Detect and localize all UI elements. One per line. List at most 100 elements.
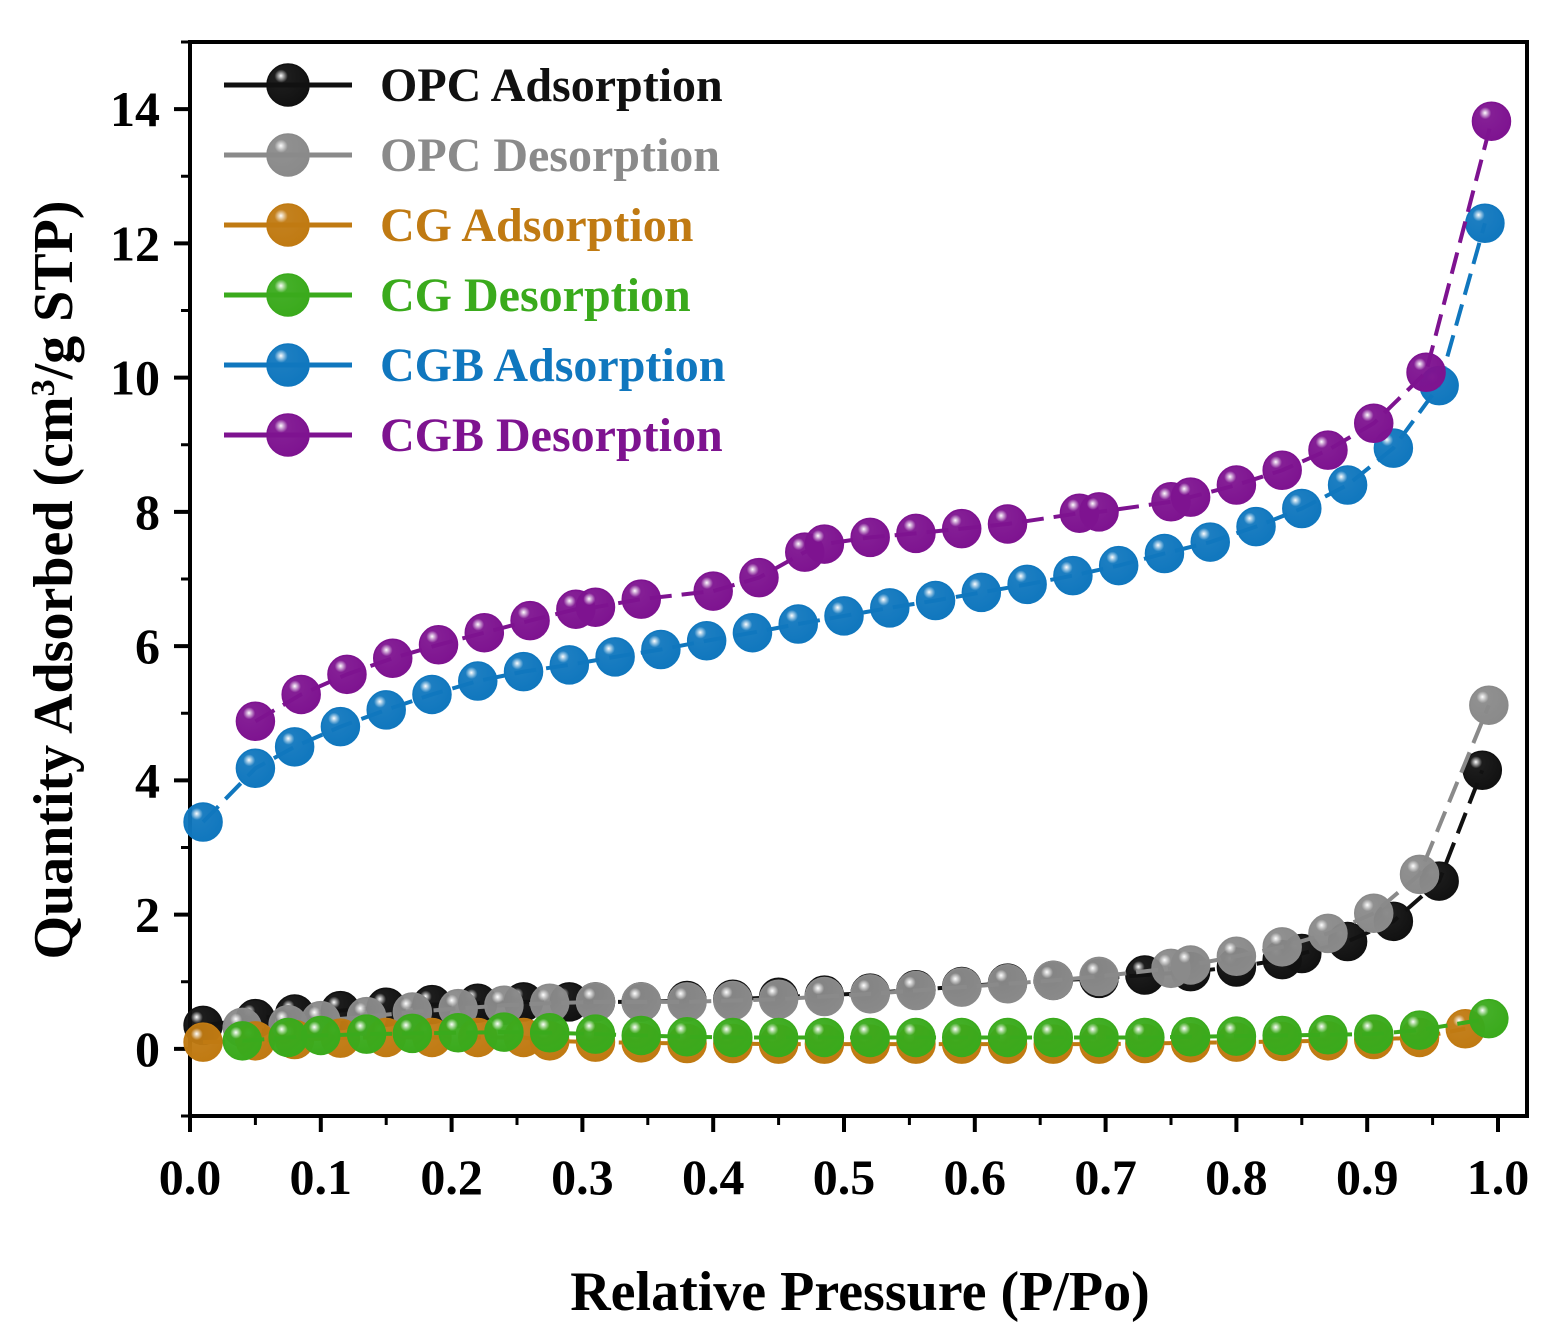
data-point: [366, 690, 406, 730]
data-point: [713, 1017, 753, 1058]
y-tick-label: 0: [135, 1021, 160, 1077]
legend-marker: [266, 273, 310, 317]
data-point: [850, 1017, 890, 1058]
data-point: [372, 638, 413, 678]
data-point: [392, 1013, 433, 1054]
data-point: [595, 637, 635, 677]
data-point: [961, 572, 1002, 613]
y-axis-title-superscript: 3: [25, 379, 62, 396]
data-point: [667, 982, 707, 1022]
data-point: [281, 674, 321, 715]
data-point: [183, 1022, 223, 1062]
data-point: [713, 980, 753, 1021]
legend-label: CG Adsorption: [380, 199, 693, 252]
data-point: [987, 1017, 1028, 1058]
data-point: [1216, 936, 1257, 976]
data-point: [1144, 533, 1185, 574]
data-point: [1216, 465, 1257, 505]
data-point: [693, 571, 733, 611]
data-point: [327, 654, 367, 695]
data-point: [1079, 1017, 1119, 1058]
x-tick-label: 0.2: [420, 1149, 483, 1205]
data-point: [1098, 545, 1139, 586]
data-point: [1262, 927, 1302, 967]
legend-label: CG Desorption: [380, 269, 691, 322]
y-tick-label: 2: [135, 887, 160, 943]
x-tick-label: 0.8: [1205, 1149, 1268, 1205]
data-point: [1079, 492, 1119, 532]
data-point: [1406, 352, 1446, 393]
data-point: [686, 621, 727, 661]
y-tick-label: 12: [110, 215, 160, 271]
data-point: [1170, 1017, 1211, 1057]
data-point: [274, 727, 315, 767]
legend-item-cgb-desorption: CGB Desorption: [224, 409, 723, 462]
y-axis-title-tail: /g STP): [23, 200, 85, 380]
x-tick-label: 1.0: [1467, 1149, 1530, 1205]
data-point: [438, 1013, 478, 1053]
legend-label: OPC Desorption: [380, 129, 720, 182]
legend-item-cg-adsorption: CG Adsorption: [224, 199, 693, 252]
data-point: [529, 1013, 570, 1053]
data-point: [1079, 956, 1119, 997]
data-point: [621, 1015, 662, 1056]
data-point: [346, 1014, 387, 1054]
data-point: [621, 982, 662, 1022]
data-point: [641, 629, 681, 670]
data-point: [941, 508, 982, 549]
data-point: [1053, 555, 1093, 596]
data-point: [235, 748, 276, 789]
data-point: [418, 625, 459, 665]
x-tick-label: 0.5: [813, 1149, 876, 1205]
y-tick-label: 6: [135, 618, 160, 674]
data-point: [1007, 564, 1047, 605]
data-point: [896, 1017, 936, 1058]
legend: OPC Adsorption OPC Desorption CG Adsorptio…: [224, 59, 725, 462]
data-point: [222, 1021, 263, 1061]
legend-marker: [266, 413, 310, 457]
legend-item-cgb-adsorption: CGB Adsorption: [224, 339, 725, 392]
data-point: [1399, 854, 1440, 895]
y-tick-label: 8: [135, 484, 160, 540]
data-point: [915, 580, 956, 621]
data-point: [1190, 522, 1230, 562]
data-point: [575, 1014, 616, 1054]
legend-label: CGB Adsorption: [380, 339, 725, 392]
data-point: [484, 1012, 524, 1052]
data-point: [758, 979, 799, 1019]
data-point: [510, 600, 550, 641]
legend-item-cg-desorption: CG Desorption: [224, 269, 691, 322]
data-point: [1262, 1015, 1302, 1056]
legend-marker: [266, 63, 310, 107]
y-tick-label: 4: [135, 752, 160, 808]
data-point: [1327, 465, 1368, 505]
data-point: [1308, 430, 1348, 470]
data-point: [1469, 998, 1509, 1039]
data-point: [1353, 893, 1394, 934]
data-point: [1399, 1010, 1440, 1050]
data-point: [1033, 960, 1074, 1001]
data-point: [1308, 913, 1348, 954]
data-point: [804, 524, 845, 564]
legend-item-opc-desorption: OPC Desorption: [224, 129, 720, 182]
y-axis-title: Quantity Adsorbed (cm3/g STP): [23, 200, 85, 959]
data-point: [1033, 1017, 1074, 1058]
data-point: [758, 1017, 799, 1058]
legend-marker: [266, 203, 310, 247]
legend-item-opc-adsorption: OPC Adsorption: [224, 59, 723, 112]
data-point: [464, 612, 505, 653]
y-tick-label: 14: [110, 81, 160, 137]
x-axis-title: Relative Pressure (P/Po): [570, 1261, 1150, 1323]
data-point: [850, 974, 890, 1014]
series-line: [242, 704, 1491, 1030]
y-tick-label: 10: [110, 350, 160, 406]
data-point: [1282, 488, 1322, 529]
data-point: [739, 557, 779, 598]
y-axis-ticks: 0 2 4 6 8 10 12 14: [110, 40, 190, 1118]
data-point: [1170, 477, 1211, 517]
data-point: [1471, 101, 1512, 141]
data-point: [412, 674, 452, 715]
data-point: [1262, 450, 1302, 491]
